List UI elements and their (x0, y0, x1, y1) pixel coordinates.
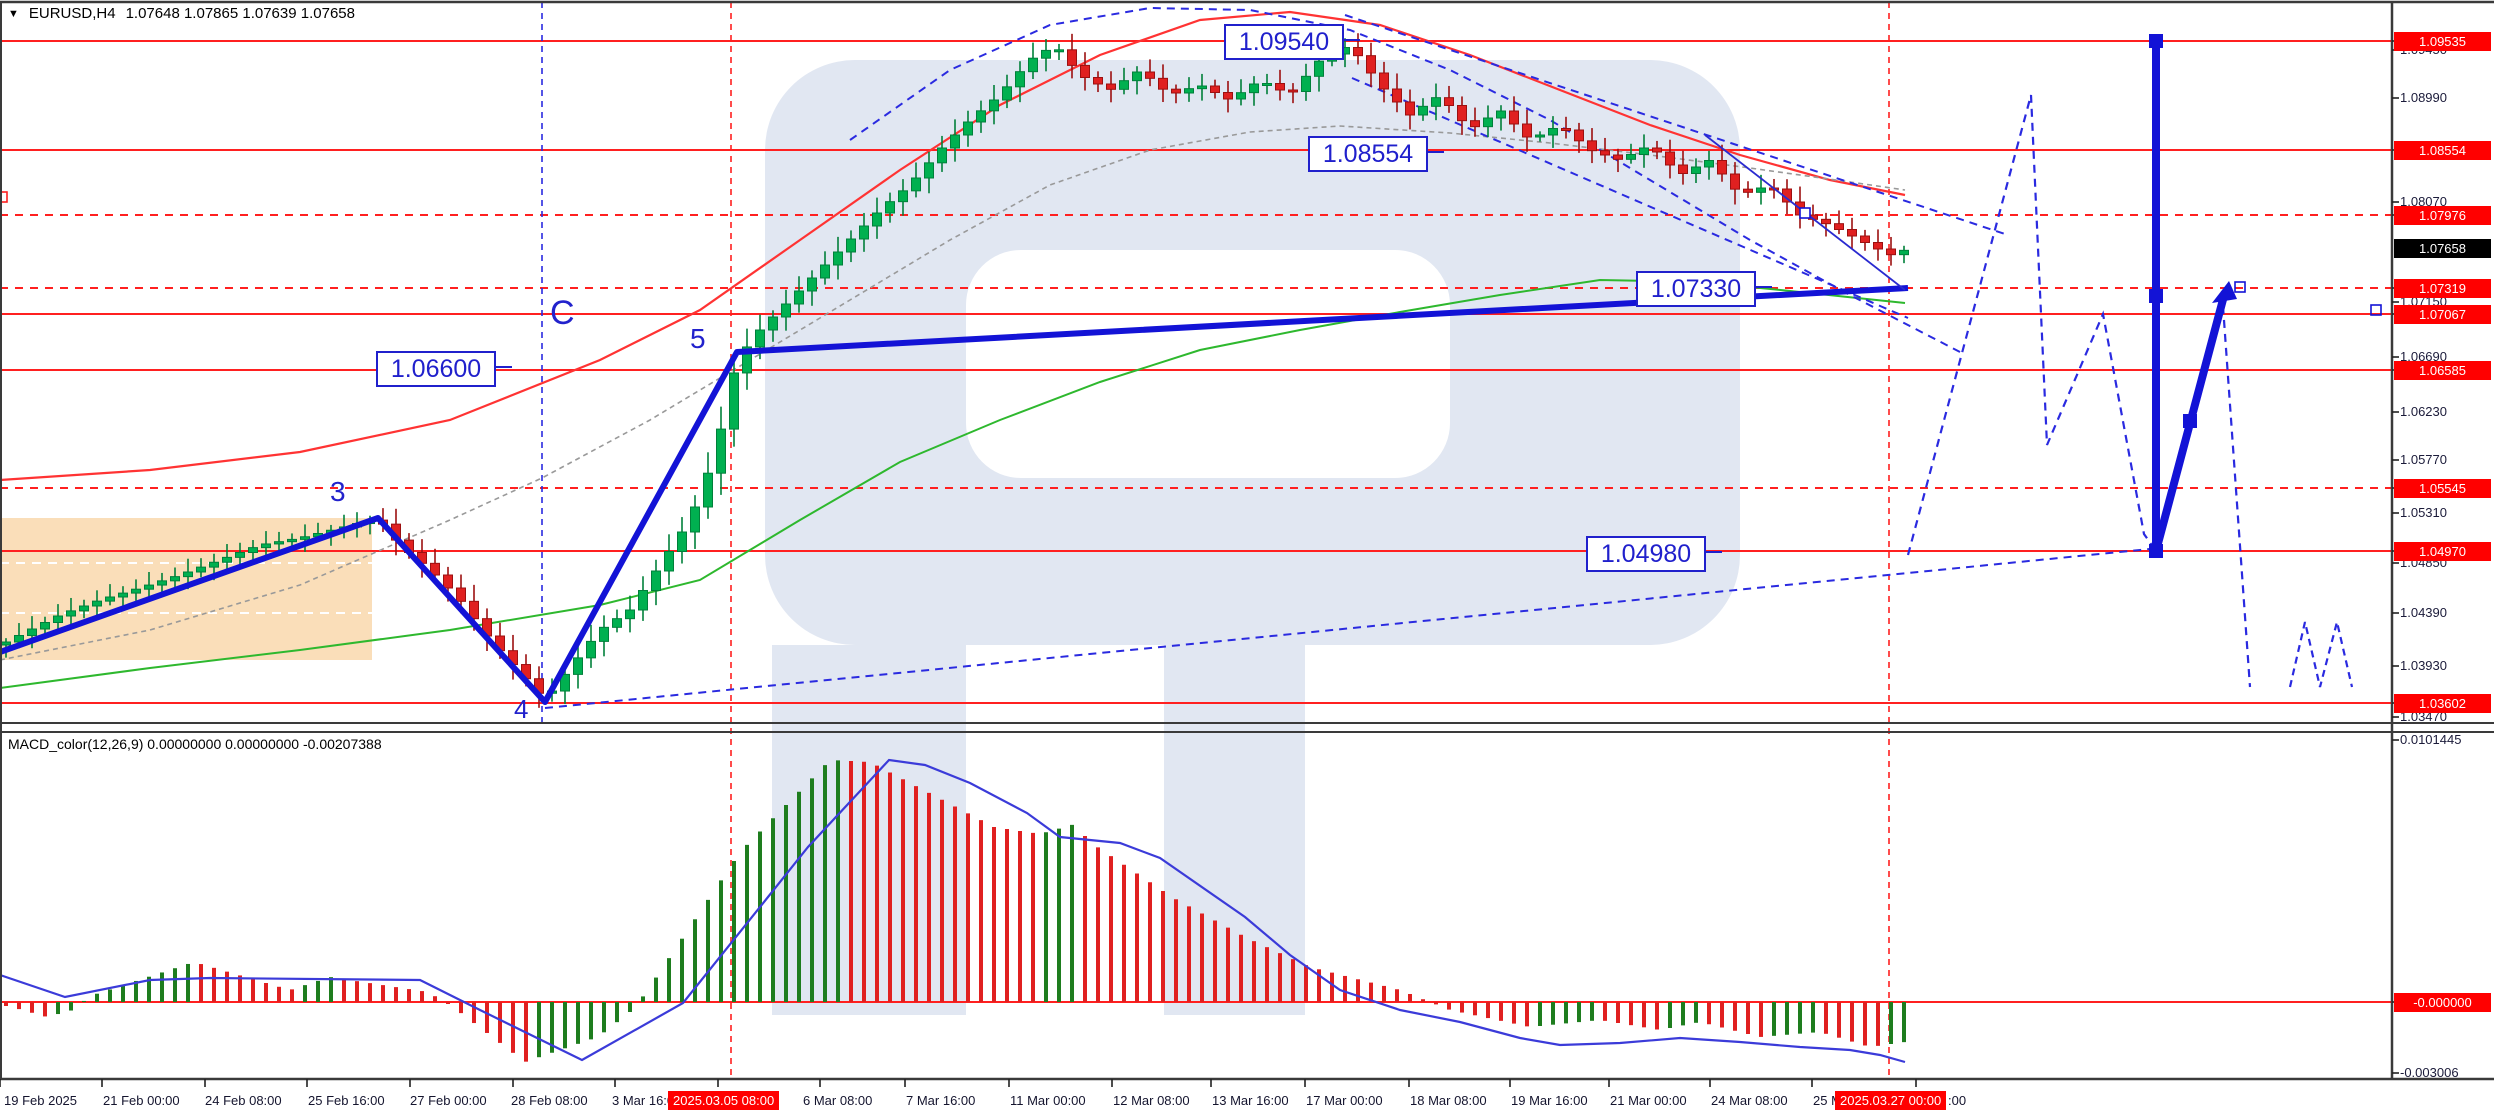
time-axis-label: 24 Feb 08:00 (205, 1093, 282, 1108)
price-axis-label: 1.04390 (2400, 605, 2447, 620)
price-callout-box[interactable]: 1.07330 (1636, 271, 1756, 307)
projection-dashed-right[interactable] (2220, 291, 2252, 688)
time-marker-tag: 2025.03.05 08:00 (668, 1091, 780, 1110)
projection-handle[interactable] (2149, 544, 2163, 558)
price-level-tag: 1.05545 (2394, 479, 2491, 498)
time-axis-label: 21 Feb 00:00 (103, 1093, 180, 1108)
projection-handle[interactable] (2149, 289, 2163, 303)
time-axis-label: 17 Mar 00:00 (1306, 1093, 1383, 1108)
object-anchor-square[interactable] (2234, 281, 2246, 293)
price-axis-label: 1.06690 (2400, 349, 2447, 364)
symbol-dropdown-icon[interactable]: ▼ (8, 7, 19, 20)
brand-watermark (765, 60, 1740, 1015)
time-axis-label: 28 Feb 08:00 (511, 1093, 588, 1108)
descending-channel-line-1[interactable] (1344, 14, 2009, 236)
price-level-tag: 1.07976 (2394, 206, 2491, 225)
price-callout-box[interactable]: 1.08554 (1308, 136, 1428, 172)
price-callout-box[interactable]: 1.06600 (376, 351, 496, 387)
time-axis-label: 7 Mar 16:00 (906, 1093, 976, 1108)
time-axis-label: 13 Mar 16:00 (1212, 1093, 1289, 1108)
projection-dashed-left[interactable] (1906, 94, 2157, 556)
macd-indicator-pane (0, 758, 2392, 1064)
symbol-timeframe-label: EURUSD,H4 (28, 5, 116, 22)
time-axis-label: 12 Mar 08:00 (1113, 1093, 1190, 1108)
current-price-tag: 1.07658 (2394, 239, 2491, 258)
candlestick-series (1, 33, 1909, 708)
time-axis-label: 3 Mar 16:00 (612, 1093, 682, 1108)
time-axis-label: 11 Mar 00:00 (1010, 1093, 1086, 1108)
price-axis-label: -0.003006 (2400, 1065, 2459, 1080)
pane-borders (0, 0, 2494, 1087)
projection-handle[interactable] (2149, 34, 2163, 48)
wave-label-4[interactable]: 4 (514, 694, 529, 724)
descending-channel-line-2[interactable] (1351, 77, 1909, 319)
blue-dashed-envelope[interactable] (849, 6, 1961, 353)
arrowhead-icon (2212, 281, 2237, 303)
time-marker-tag: 2025.03.27 00:00 (1835, 1091, 1947, 1110)
time-axis-label: 25 Feb 16:00 (308, 1093, 385, 1108)
price-level-tag: 1.08554 (2394, 141, 2491, 160)
projection-handle[interactable] (2183, 414, 2197, 428)
price-callout-box[interactable]: 1.09540 (1224, 24, 1344, 60)
projection-w-shape[interactable] (2288, 621, 2354, 688)
time-axis-label: 19 Feb 2025 (4, 1093, 78, 1108)
macd-indicator-label: MACD_color(12,26,9) 0.00000000 0.0000000… (8, 736, 382, 752)
upper-ma-line (0, 10, 1906, 482)
price-axis-label: 1.08070 (2400, 194, 2447, 209)
time-axis-label: 24 Mar 08:00 (1711, 1093, 1788, 1108)
projection-tool[interactable] (2149, 34, 2237, 558)
price-level-tag: -0.000000 (2394, 993, 2491, 1012)
time-axis-label: 27 Feb 00:00 (410, 1093, 487, 1108)
price-axis-label: 1.06230 (2400, 404, 2447, 419)
price-level-tag: 1.07067 (2394, 305, 2491, 324)
price-axis-label: 1.05310 (2400, 505, 2447, 520)
time-axis-label: 19 Mar 16:00 (1511, 1093, 1588, 1108)
time-axis-label: 21 Mar 00:00 (1610, 1093, 1687, 1108)
object-anchor-square[interactable] (2370, 304, 2382, 316)
price-level-tag: 1.06585 (2394, 361, 2491, 380)
price-level-tag: 1.07319 (2394, 279, 2491, 298)
price-level-tag: 1.03602 (2394, 694, 2491, 713)
wave-label-5[interactable]: 5 (690, 323, 706, 354)
chart-header: ▼ EURUSD,H4 1.07648 1.07865 1.07639 1.07… (8, 5, 355, 22)
price-callout-box[interactable]: 1.04980 (1586, 536, 1706, 572)
price-axis-label: 1.05770 (2400, 452, 2447, 467)
wave-label-3[interactable]: 3 (330, 476, 346, 507)
time-axis-label: 18 Mar 08:00 (1410, 1093, 1487, 1108)
long-rising-dashed-line[interactable] (544, 548, 2151, 709)
macd-signal-line (0, 758, 1906, 1064)
price-level-tag: 1.09535 (2394, 32, 2491, 51)
ohlc-values: 1.07648 1.07865 1.07639 1.07658 (125, 5, 355, 22)
trendline-handle[interactable] (1799, 207, 1811, 219)
price-axis-label: 0.0101445 (2400, 732, 2462, 747)
price-level-tag: 1.04970 (2394, 542, 2491, 561)
wave-label-c[interactable]: C (550, 294, 575, 332)
price-axis-label: 1.08990 (2400, 90, 2447, 105)
lower-ma-line (0, 278, 1906, 689)
time-axis-label: :00 (1948, 1093, 1967, 1108)
time-axis-label: 6 Mar 08:00 (803, 1093, 873, 1108)
elliott-wave-trendline[interactable] (0, 285, 1909, 705)
price-axis-label: 1.03930 (2400, 658, 2447, 673)
